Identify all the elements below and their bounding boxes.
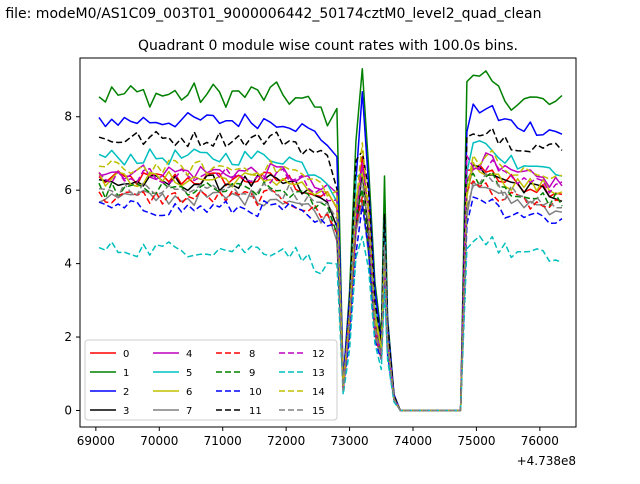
series-line-8 bbox=[98, 180, 563, 412]
legend-label: 7 bbox=[186, 406, 192, 417]
axes-frame bbox=[79, 57, 577, 428]
y-tick-label: 0 bbox=[64, 403, 72, 417]
legend-label: 13 bbox=[312, 368, 325, 379]
legend-label: 15 bbox=[312, 406, 325, 417]
series-line-7 bbox=[98, 181, 563, 412]
y-tick-label: 4 bbox=[64, 257, 72, 271]
legend-label: 14 bbox=[312, 387, 325, 398]
series-line-13 bbox=[98, 235, 563, 412]
legend-label: 12 bbox=[312, 349, 325, 360]
x-tick-label: 75000 bbox=[457, 434, 495, 448]
y-axis: 0 2 4 6 8 bbox=[64, 110, 80, 417]
legend-label: 2 bbox=[123, 387, 129, 398]
x-tick-label: 76000 bbox=[521, 434, 559, 448]
series-line-9 bbox=[98, 171, 563, 412]
legend-label: 4 bbox=[186, 349, 192, 360]
legend-label: 3 bbox=[123, 406, 129, 417]
y-tick-label: 8 bbox=[64, 110, 72, 124]
x-tick-label: 69000 bbox=[77, 434, 115, 448]
legend-label: 11 bbox=[249, 406, 262, 417]
series-line-2 bbox=[98, 91, 563, 412]
legend-label: 6 bbox=[186, 387, 192, 398]
x-tick-label: 74000 bbox=[394, 434, 432, 448]
x-tick-label: 73000 bbox=[330, 434, 368, 448]
legend-label: 1 bbox=[123, 368, 129, 379]
series-line-12 bbox=[98, 154, 563, 412]
x-tick-label: 72000 bbox=[267, 434, 305, 448]
legend-label: 5 bbox=[186, 368, 192, 379]
legend-label: 0 bbox=[123, 349, 129, 360]
chart-title: Quadrant 0 module wise count rates with … bbox=[138, 38, 518, 54]
series-line-11 bbox=[98, 127, 563, 412]
x-tick-label: 71000 bbox=[204, 434, 242, 448]
series-line-1 bbox=[98, 68, 563, 412]
x-axis: 69000 70000 71000 72000 73000 74000 75000 76000 bbox=[77, 427, 559, 448]
legend-label: 9 bbox=[249, 368, 255, 379]
legend-label: 8 bbox=[249, 349, 255, 360]
series-line-14 bbox=[98, 142, 563, 412]
y-tick-label: 2 bbox=[64, 330, 72, 344]
legend-label: 10 bbox=[249, 387, 262, 398]
series-layer bbox=[98, 68, 563, 412]
series-line-10 bbox=[98, 196, 563, 412]
x-offset-label: +4.738e8 bbox=[517, 454, 576, 468]
figure-suptitle: n file: modeM0/AS1C09_003T01_9000006442_… bbox=[0, 6, 541, 22]
series-line-15 bbox=[98, 172, 563, 412]
legend-box bbox=[84, 339, 338, 421]
x-tick-label: 70000 bbox=[140, 434, 178, 448]
y-tick-label: 6 bbox=[64, 183, 72, 197]
